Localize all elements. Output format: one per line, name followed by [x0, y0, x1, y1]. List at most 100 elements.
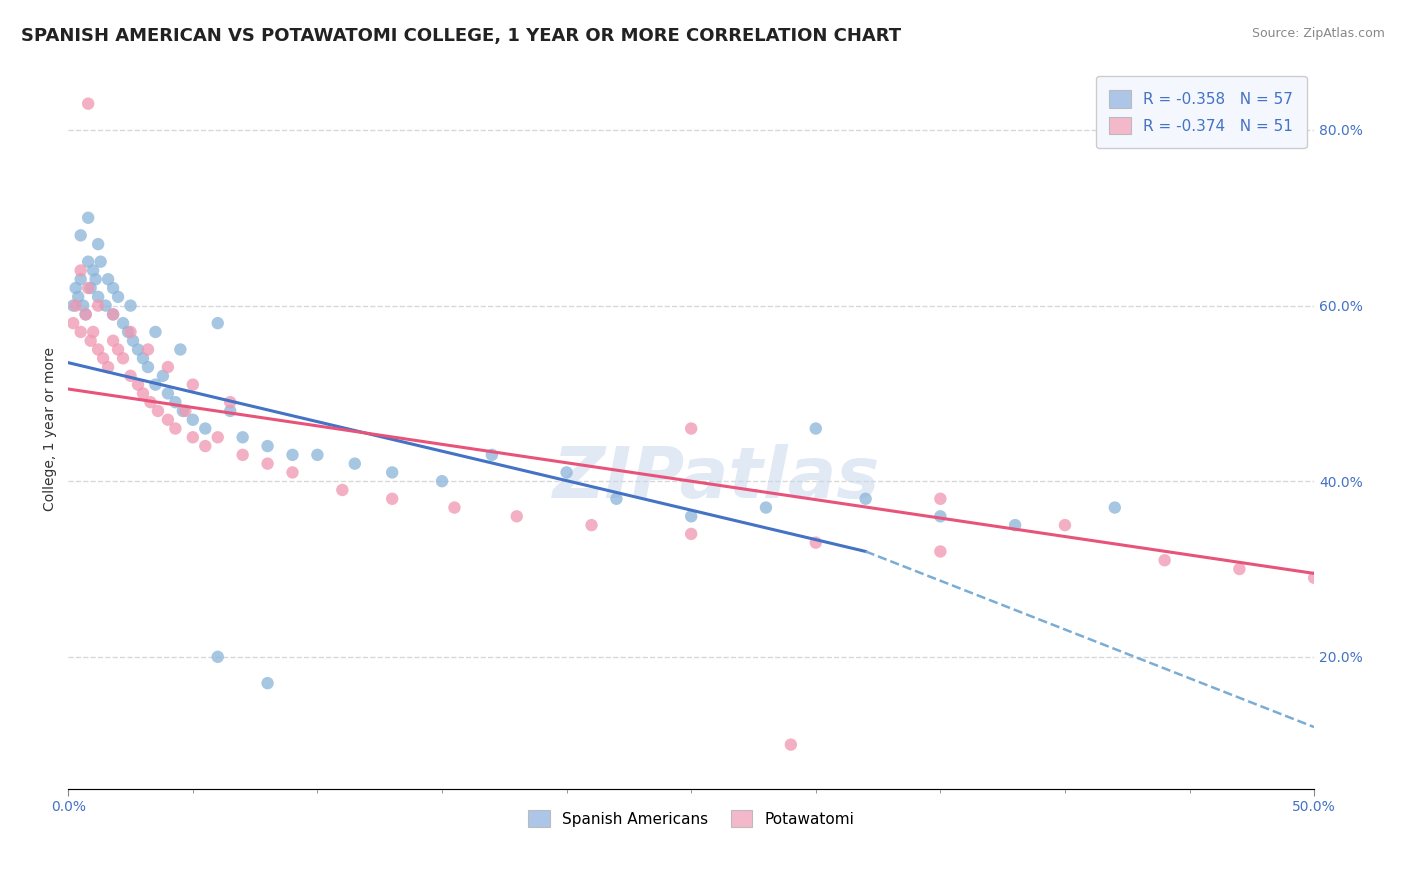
Text: SPANISH AMERICAN VS POTAWATOMI COLLEGE, 1 YEAR OR MORE CORRELATION CHART: SPANISH AMERICAN VS POTAWATOMI COLLEGE, … — [21, 27, 901, 45]
Point — [67, 290, 90, 304]
Point — [79, 281, 101, 295]
Point — [75, 307, 97, 321]
Point — [72, 299, 94, 313]
Point — [779, 738, 801, 752]
Point — [97, 360, 120, 375]
Point — [139, 395, 162, 409]
Point — [87, 237, 110, 252]
Point — [929, 544, 952, 558]
Point — [207, 430, 229, 444]
Point — [152, 368, 174, 383]
Point — [69, 325, 91, 339]
Point — [112, 316, 135, 330]
Point — [181, 377, 204, 392]
Point — [101, 281, 124, 295]
Point — [1229, 562, 1251, 576]
Point — [481, 448, 503, 462]
Point — [65, 299, 87, 313]
Point — [307, 448, 329, 462]
Point — [443, 500, 465, 515]
Point — [169, 343, 191, 357]
Point — [256, 676, 278, 690]
Point — [132, 351, 155, 366]
Point — [77, 254, 100, 268]
Point — [107, 343, 129, 357]
Point — [136, 343, 159, 357]
Point — [804, 535, 827, 549]
Point — [207, 316, 229, 330]
Point — [94, 299, 117, 313]
Point — [127, 343, 149, 357]
Point — [430, 474, 453, 488]
Point — [156, 386, 179, 401]
Point — [755, 500, 778, 515]
Point — [82, 263, 104, 277]
Point — [605, 491, 627, 506]
Point — [84, 272, 107, 286]
Point — [69, 228, 91, 243]
Point — [146, 404, 169, 418]
Point — [681, 527, 703, 541]
Point — [62, 316, 84, 330]
Point — [381, 491, 404, 506]
Point — [232, 430, 254, 444]
Point — [330, 483, 353, 497]
Point — [122, 334, 145, 348]
Point — [174, 404, 197, 418]
Point — [120, 368, 142, 383]
Point — [207, 649, 229, 664]
Point — [1153, 553, 1175, 567]
Point — [256, 457, 278, 471]
Point — [581, 518, 603, 533]
Point — [101, 307, 124, 321]
Point — [145, 377, 167, 392]
Point — [181, 430, 204, 444]
Point — [91, 351, 114, 366]
Point — [136, 360, 159, 375]
Text: Source: ZipAtlas.com: Source: ZipAtlas.com — [1251, 27, 1385, 40]
Point — [82, 325, 104, 339]
Legend: Spanish Americans, Potawatomi: Spanish Americans, Potawatomi — [520, 802, 862, 835]
Point — [145, 325, 167, 339]
Point — [132, 386, 155, 401]
Point — [194, 421, 217, 435]
Point — [219, 404, 242, 418]
Point — [1303, 571, 1326, 585]
Text: ZIPatlas: ZIPatlas — [553, 444, 880, 514]
Point — [1004, 518, 1026, 533]
Point — [156, 413, 179, 427]
Point — [75, 307, 97, 321]
Point — [256, 439, 278, 453]
Point — [219, 395, 242, 409]
Point — [194, 439, 217, 453]
Point — [127, 377, 149, 392]
Point — [87, 343, 110, 357]
Point — [1104, 500, 1126, 515]
Point — [101, 307, 124, 321]
Point — [65, 281, 87, 295]
Point — [62, 299, 84, 313]
Point — [343, 457, 366, 471]
Point — [112, 351, 135, 366]
Point — [77, 281, 100, 295]
Point — [120, 299, 142, 313]
Point — [1053, 518, 1076, 533]
Point — [381, 466, 404, 480]
Point — [929, 491, 952, 506]
Point — [79, 334, 101, 348]
Point — [90, 254, 112, 268]
Point — [117, 325, 139, 339]
Point — [101, 334, 124, 348]
Point — [506, 509, 529, 524]
Point — [165, 395, 187, 409]
Point — [77, 211, 100, 225]
Point — [120, 325, 142, 339]
Point — [69, 263, 91, 277]
Point — [281, 466, 304, 480]
Point — [555, 466, 578, 480]
Point — [156, 360, 179, 375]
Y-axis label: College, 1 year or more: College, 1 year or more — [44, 346, 58, 510]
Point — [929, 509, 952, 524]
Point — [681, 509, 703, 524]
Point — [69, 272, 91, 286]
